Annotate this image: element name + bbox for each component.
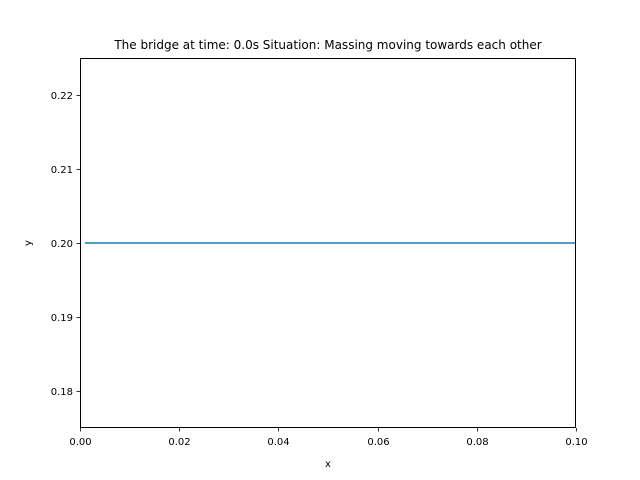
y-tick-label: 0.22 [51,91,73,102]
x-axis-ticks: 0.00 0.02 0.04 0.06 0.08 0.10 [69,428,588,448]
y-axis-label: y [23,240,34,246]
y-tick-label: 0.19 [51,313,73,324]
x-tick-label: 0.10 [565,437,587,448]
y-tick-label: 0.21 [51,165,73,176]
x-tick-label: 0.06 [367,437,389,448]
axes-frame [80,58,576,428]
x-tick-label: 0.00 [69,437,91,448]
x-tick-label: 0.08 [466,437,488,448]
chart-title: The bridge at time: 0.0s Situation: Mass… [113,38,541,52]
x-tick-label: 0.02 [168,437,190,448]
y-tick-label: 0.20 [51,239,73,250]
x-axis-label: x [325,459,331,470]
y-tick-label: 0.18 [51,387,73,398]
x-tick-label: 0.04 [267,437,289,448]
plot-area [80,58,576,428]
y-axis-ticks: 0.18 0.19 0.20 0.21 0.22 [51,91,80,398]
